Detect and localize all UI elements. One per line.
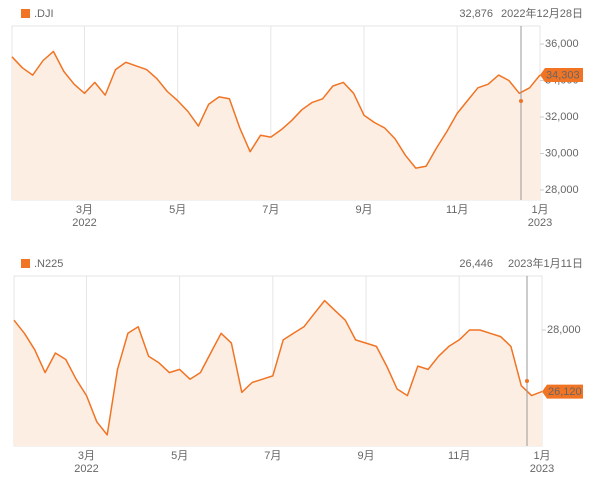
x-tick-label: 9月 [355,204,373,216]
x-tick-label: 3月 2022 [72,204,97,229]
cursor-dot [525,378,529,383]
hover-value: 26,446 [459,258,493,270]
x-tick-label: 11月 [447,450,471,462]
legend-swatch [21,9,30,18]
area [12,51,540,201]
line [11,50,541,169]
x-tick-label: 1月 2023 [529,450,555,475]
hover-value: 32,876 [459,8,493,20]
y-tick-label: 28,000 [547,324,581,336]
y-tick-label: 36,000 [545,38,579,50]
y-tick-label: 32,000 [545,111,579,123]
value-label: 34,303 [546,69,580,81]
legend-swatch [21,259,30,268]
cursor-dot [519,99,523,104]
x-tick-label: 5月 [169,204,187,216]
value-label-box [540,68,583,83]
x-tick-label: 9月 [357,450,375,462]
y-tick-label: 30,000 [545,147,579,159]
y-tick-label: 28,000 [545,184,579,196]
x-tick-label: 7月 [264,450,282,462]
value-label: 26,120 [548,386,582,398]
hover-date: 2023年1月11日 [508,256,583,270]
x-tick-label: 7月 [262,204,280,216]
x-tick-label: 3月 2022 [74,450,99,475]
x-tick-label: 11月 [445,204,469,216]
line [13,299,543,436]
value-label-box [542,384,583,399]
area [14,300,542,446]
legend-label: .N225 [34,258,63,270]
hover-date: 2022年12月28日 [501,6,583,20]
x-tick-label: 1月 2023 [527,204,553,229]
x-tick-label: 5月 [171,450,189,462]
legend-label: .DJI [34,8,54,20]
